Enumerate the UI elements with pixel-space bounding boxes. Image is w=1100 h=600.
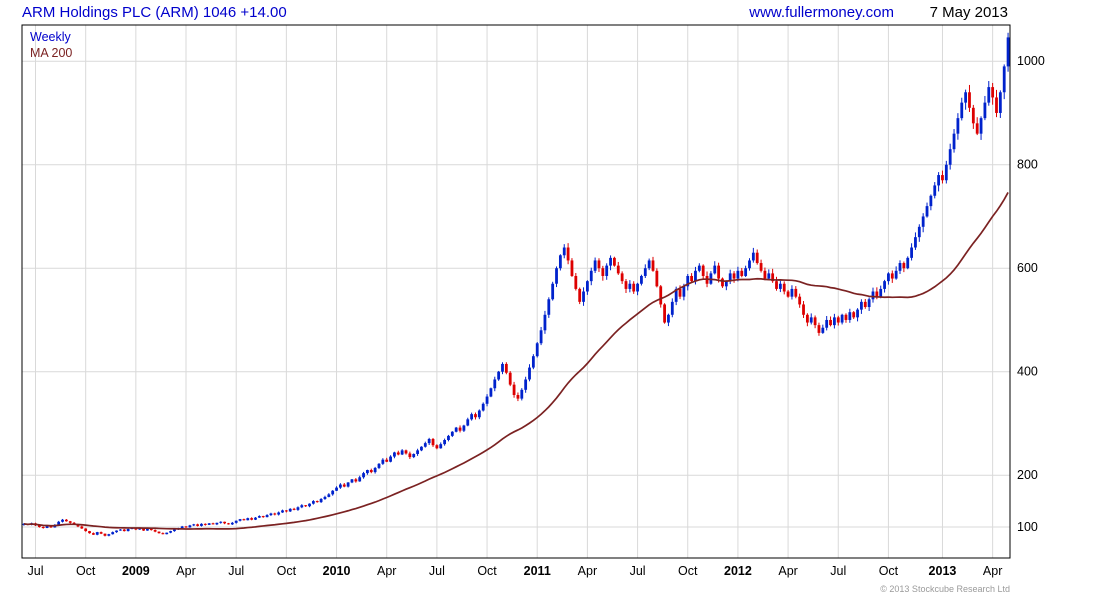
chart-title: ARM Holdings PLC (ARM) 1046 +14.00 <box>22 4 287 21</box>
legend-ma200-label: MA 200 <box>30 46 72 60</box>
svg-text:Apr: Apr <box>983 564 1002 578</box>
date-label: 7 May 2013 <box>929 4 1008 21</box>
svg-text:Jul: Jul <box>830 564 846 578</box>
svg-text:400: 400 <box>1017 365 1038 379</box>
svg-text:2012: 2012 <box>724 564 752 578</box>
svg-text:800: 800 <box>1017 158 1038 172</box>
candlestick-series <box>22 32 1010 537</box>
svg-text:Oct: Oct <box>879 564 899 578</box>
website-link: www.fullermoney.com <box>749 4 894 21</box>
svg-text:Oct: Oct <box>477 564 497 578</box>
svg-text:Apr: Apr <box>176 564 195 578</box>
svg-text:2009: 2009 <box>122 564 150 578</box>
axes-and-labels: 100 200 400 600 800 1000 Jul Oct 2009 Apr Jul Oct 20… <box>21 24 1045 578</box>
svg-text:Apr: Apr <box>377 564 396 578</box>
svg-text:2010: 2010 <box>323 564 351 578</box>
svg-text:Jul: Jul <box>28 564 44 578</box>
svg-text:1000: 1000 <box>1017 54 1045 68</box>
svg-text:600: 600 <box>1017 261 1038 275</box>
svg-text:200: 200 <box>1017 468 1038 482</box>
svg-text:Apr: Apr <box>778 564 797 578</box>
copyright-label: © 2013 Stockcube Research Ltd <box>880 584 1010 594</box>
svg-text:2011: 2011 <box>524 564 551 578</box>
svg-text:Oct: Oct <box>76 564 96 578</box>
moving-average-line <box>23 192 1009 530</box>
legend-weekly-label: Weekly <box>30 30 72 44</box>
svg-text:Apr: Apr <box>578 564 597 578</box>
svg-text:Oct: Oct <box>678 564 698 578</box>
svg-text:Jul: Jul <box>630 564 646 578</box>
svg-text:Jul: Jul <box>228 564 244 578</box>
grid-lines <box>22 25 1010 558</box>
svg-text:Oct: Oct <box>277 564 297 578</box>
svg-text:2013: 2013 <box>929 564 957 578</box>
svg-text:Jul: Jul <box>429 564 445 578</box>
svg-text:100: 100 <box>1017 520 1038 534</box>
